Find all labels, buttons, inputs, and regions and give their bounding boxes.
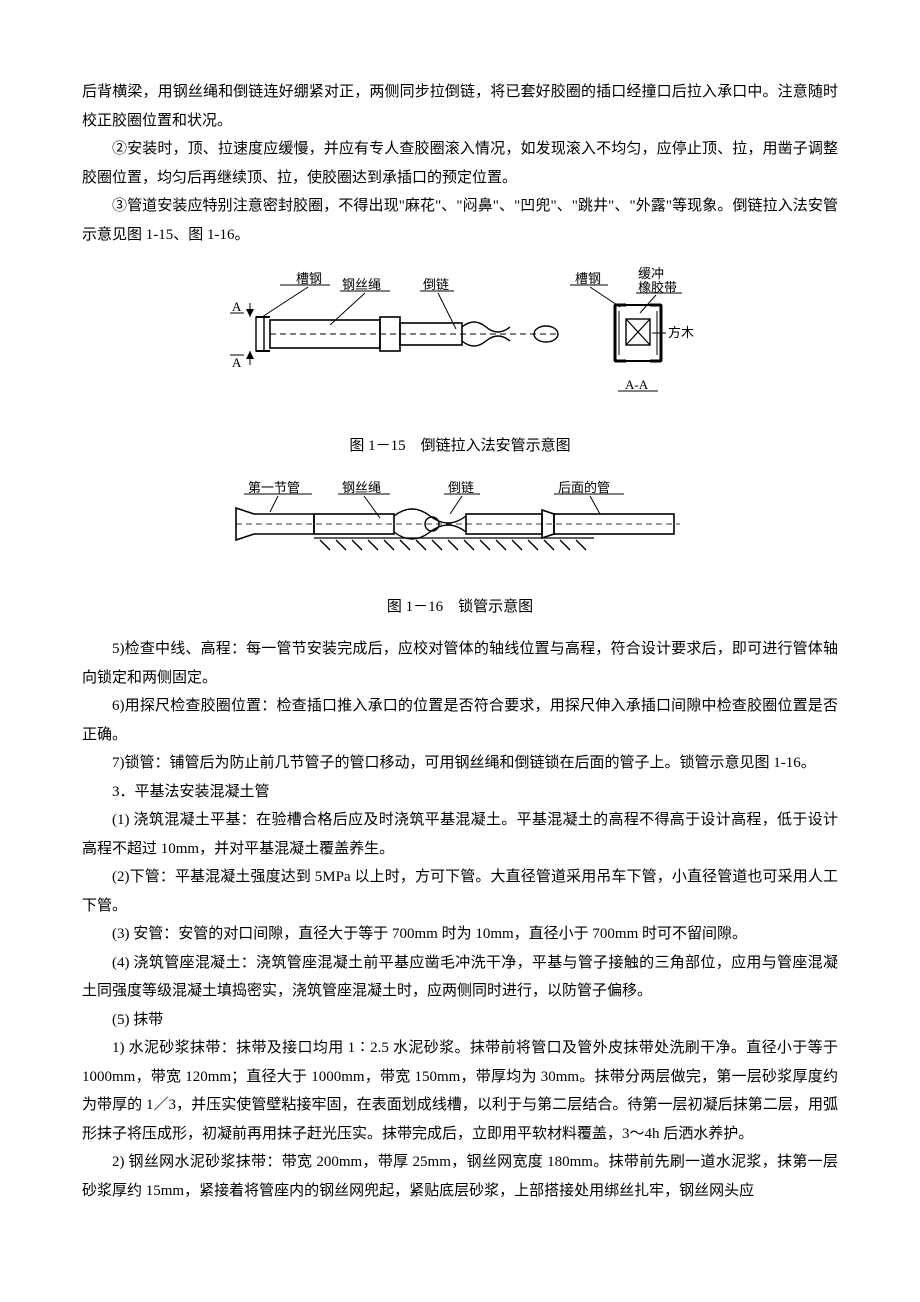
intro-p3: ③管道安装应特别注意密封胶圈，不得出现"麻花"、"闷鼻"、"凹兜"、"跳井"、"… [82, 192, 838, 249]
body-p3-2: (2)下管：平基混凝土强度达到 5MPa 以上时，方可下管。大直径管道采用吊车下… [82, 863, 838, 920]
label-A-top: A [232, 299, 242, 314]
body-p3-4: (4) 浇筑管座混凝土：浇筑管座混凝土前平基应凿毛冲洗干净，平基与管子接触的三角… [82, 949, 838, 1006]
section-A-A: 方木 A-A [615, 305, 694, 392]
body-h3: 3．平基法安装混凝土管 [82, 778, 838, 807]
label-caogan2: 槽钢 [575, 271, 601, 286]
label-gangsisheng2: 钢丝绳 [342, 480, 381, 495]
label-gangsisheng: 钢丝绳 [342, 277, 381, 292]
label-huanchong: 缓冲 [638, 267, 664, 281]
intro-p2: ②安装时，顶、拉速度应缓慢，并应有专人查胶圈滚入情况，如发现滚入不均匀，应停止顶… [82, 135, 838, 192]
body-p5: 5)检查中线、高程：每一管节安装完成后，应校对管体的轴线位置与高程，符合设计要求… [82, 635, 838, 692]
body-p3-5-1: 1) 水泥砂浆抹带：抹带及接口均用 1∶2.5 水泥砂浆。抹带前将管口及管外皮抹… [82, 1034, 838, 1148]
figure-1-16-caption: 图 1－16 锁管示意图 [82, 593, 838, 622]
figure-1-16-svg: 第一节管 钢丝绳 倒链 后面的管 [230, 478, 690, 568]
body-p6: 6)用探尺检查胶圈位置：检查插口推入承口的位置是否符合要求，用探尺伸入承插口间隙… [82, 692, 838, 749]
figure-1-15-svg: 槽钢 钢丝绳 倒链 槽钢 缓冲 橡胶带 A A [220, 267, 700, 407]
label-A-bot: A [232, 355, 242, 370]
label-houmian: 后面的管 [558, 480, 610, 495]
body-p3-5-2: 2) 钢丝网水泥砂浆抹带：带宽 200mm，带厚 25mm，钢丝网宽度 180m… [82, 1148, 838, 1205]
body-p3-5: (5) 抹带 [82, 1006, 838, 1035]
label-caogan: 槽钢 [296, 271, 322, 286]
label-fangmu: 方木 [668, 325, 694, 340]
label-AA: A-A [625, 377, 649, 392]
body-p3-1: (1) 浇筑混凝土平基：在验槽合格后应及时浇筑平基混凝土。平基混凝土的高程不得高… [82, 806, 838, 863]
body-p7: 7)锁管：铺管后为防止前几节管子的管口移动，可用钢丝绳和倒链锁在后面的管子上。锁… [82, 749, 838, 778]
label-diyijie: 第一节管 [248, 480, 300, 495]
label-daolian2: 倒链 [448, 480, 474, 495]
label-daolian: 倒链 [423, 277, 449, 292]
figure-1-16: 第一节管 钢丝绳 倒链 后面的管 [82, 478, 838, 579]
figure-1-15: 槽钢 钢丝绳 倒链 槽钢 缓冲 橡胶带 A A [82, 267, 838, 418]
intro-p1: 后背横梁，用钢丝绳和倒链连好绷紧对正，两侧同步拉倒链，将已套好胶圈的插口经撞口后… [82, 78, 838, 135]
figure-1-15-caption: 图 1－15 倒链拉入法安管示意图 [82, 432, 838, 461]
body-p3-3: (3) 安管：安管的对口间隙，直径大于等于 700mm 时为 10mm，直径小于… [82, 920, 838, 949]
